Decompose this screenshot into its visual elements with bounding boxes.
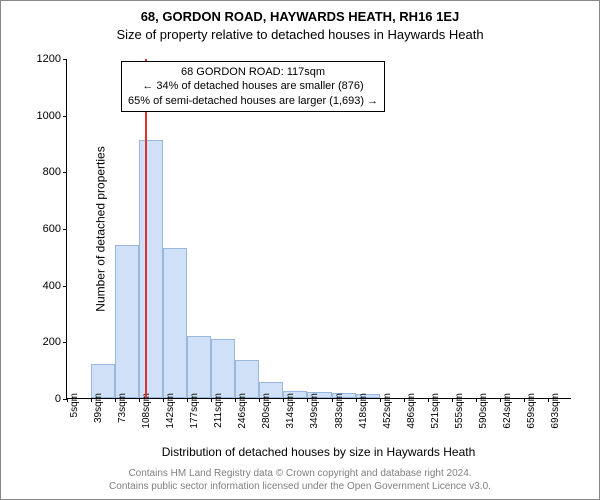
footer-attribution: Contains HM Land Registry data © Crown c… (1, 467, 599, 493)
x-tick-mark (428, 398, 429, 402)
x-tick-label: 624sqm (502, 393, 513, 429)
histogram-bar (211, 339, 235, 399)
x-tick-mark (380, 398, 381, 402)
footer-line: Contains public sector information licen… (1, 480, 599, 493)
page-title: 68, GORDON ROAD, HAYWARDS HEATH, RH16 1E… (1, 1, 599, 24)
y-tick-mark (63, 286, 67, 287)
x-tick-label: 349sqm (309, 393, 320, 429)
x-tick-label: 383sqm (334, 393, 345, 429)
y-tick-label: 400 (21, 280, 61, 292)
y-tick-mark (63, 172, 67, 173)
x-tick-label: 486sqm (406, 393, 417, 429)
footer-line: Contains HM Land Registry data © Crown c… (1, 467, 599, 480)
x-tick-mark (500, 398, 501, 402)
x-tick-label: 452sqm (382, 393, 393, 429)
y-tick-label: 800 (21, 166, 61, 178)
annotation-line: 68 GORDON ROAD: 117sqm (128, 65, 378, 79)
x-tick-label: 555sqm (454, 393, 465, 429)
x-tick-mark (548, 398, 549, 402)
histogram-bar (115, 245, 139, 398)
x-tick-mark (356, 398, 357, 402)
x-tick-label: 590sqm (478, 393, 489, 429)
annotation-line: ← 34% of detached houses are smaller (87… (128, 79, 378, 93)
x-tick-label: 693sqm (550, 393, 561, 429)
x-tick-label: 521sqm (430, 393, 441, 429)
annotation-line: 65% of semi-detached houses are larger (… (128, 94, 378, 108)
x-tick-label: 211sqm (213, 393, 224, 428)
x-tick-label: 108sqm (141, 393, 152, 429)
x-tick-mark (524, 398, 525, 402)
x-tick-label: 177sqm (189, 393, 200, 429)
histogram-bar (163, 248, 187, 398)
y-tick-label: 1000 (21, 110, 61, 122)
x-tick-mark (139, 398, 140, 402)
x-tick-mark (332, 398, 333, 402)
x-tick-label: 142sqm (165, 393, 176, 429)
x-tick-mark (67, 398, 68, 402)
y-tick-mark (63, 59, 67, 60)
x-tick-mark (91, 398, 92, 402)
x-tick-mark (452, 398, 453, 402)
y-tick-mark (63, 342, 67, 343)
x-tick-label: 73sqm (117, 393, 128, 423)
y-tick-mark (63, 116, 67, 117)
y-tick-label: 1200 (21, 53, 61, 65)
x-tick-label: 659sqm (526, 393, 537, 429)
histogram-chart: Number of detached properties 5sqm39sqm7… (66, 59, 571, 399)
x-tick-label: 39sqm (93, 393, 104, 423)
x-tick-label: 246sqm (237, 393, 248, 429)
x-axis-label: Distribution of detached houses by size … (66, 445, 571, 459)
x-tick-label: 418sqm (358, 393, 369, 429)
x-tick-mark (476, 398, 477, 402)
histogram-bar (139, 140, 163, 398)
x-tick-label: 314sqm (285, 393, 296, 429)
histogram-bar (187, 336, 211, 398)
y-tick-mark (63, 229, 67, 230)
x-tick-mark (404, 398, 405, 402)
annotation-box: 68 GORDON ROAD: 117sqm ← 34% of detached… (121, 61, 385, 112)
x-tick-label: 280sqm (261, 393, 272, 429)
y-tick-label: 0 (21, 393, 61, 405)
page-subtitle: Size of property relative to detached ho… (1, 24, 599, 42)
x-tick-label: 5sqm (69, 393, 80, 417)
x-tick-mark (115, 398, 116, 402)
y-tick-label: 200 (21, 336, 61, 348)
y-tick-label: 600 (21, 223, 61, 235)
